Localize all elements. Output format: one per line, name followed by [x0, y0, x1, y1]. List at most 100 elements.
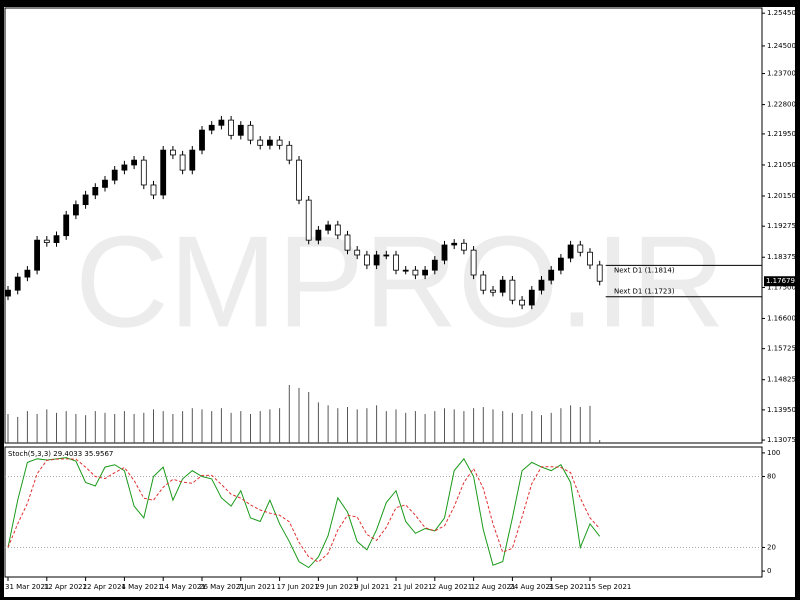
background [4, 7, 795, 597]
candle-body [558, 257, 564, 271]
x-tick-label: 9 Jul 2021 [354, 583, 389, 591]
x-tick-label: 14 May 2021 [160, 583, 206, 591]
x-tick-label: 2 Aug 2021 [432, 583, 472, 591]
candle-body [82, 194, 89, 206]
candle-body [286, 144, 293, 161]
x-tick-label: 24 Aug 2021 [509, 583, 554, 591]
candle-body [14, 276, 21, 291]
x-tick-label: 26 May 2021 [199, 583, 245, 591]
candle-body [121, 164, 128, 171]
x-tick-label: 29 Jun 2021 [315, 583, 357, 591]
candle-body [490, 289, 496, 293]
candle-body [218, 119, 225, 126]
level-label: Next D1 (1.1723) [614, 288, 675, 296]
candle-body [276, 139, 283, 146]
candle-body [373, 254, 380, 266]
candle-body [92, 186, 99, 196]
candle-body [257, 139, 264, 146]
last-price-label: 1.17679 [766, 277, 795, 285]
watermark: CMPRO.IR [75, 208, 725, 354]
candle-body [431, 259, 438, 271]
candle-body [441, 244, 448, 261]
stoch-line [7, 458, 601, 563]
candle-body [470, 249, 477, 276]
y-tick-label: 100 [767, 449, 780, 457]
candle-body [344, 234, 351, 251]
candle-body [150, 184, 157, 196]
candle-body [383, 254, 390, 257]
y-tick-label: 1.23700 [767, 70, 796, 78]
x-tick-label: 15 Sep 2021 [587, 583, 631, 591]
candle-body [296, 159, 302, 201]
y-tick-label: 1.22800 [767, 101, 796, 109]
candle-body [5, 289, 11, 297]
x-tick-label: 4 May 2021 [121, 583, 162, 591]
candle-body [247, 124, 254, 141]
candle-body [509, 279, 516, 301]
y-tick-label: 1.24500 [767, 42, 796, 50]
x-tick-label: 3 Sep 2021 [548, 583, 588, 591]
candle-body [567, 244, 574, 259]
y-tick-label: 80 [767, 473, 776, 481]
candle-body [140, 159, 147, 186]
candle-body [131, 159, 138, 166]
candle-body [548, 269, 555, 281]
y-tick-label: 1.13075 [767, 436, 796, 444]
x-tick-label: 31 Mar 2021 [5, 583, 49, 591]
candle-body [199, 129, 205, 151]
candle-body [451, 242, 458, 246]
y-tick-label: 20 [767, 543, 776, 551]
candle-body [412, 269, 419, 276]
x-tick-label: 7 Jun 2021 [238, 583, 276, 591]
candle-body [325, 224, 332, 231]
y-tick-label: 1.21950 [767, 130, 796, 138]
y-tick-label: 1.19275 [767, 222, 796, 230]
y-tick-label: 1.25450 [767, 9, 796, 17]
candle-body [460, 242, 467, 251]
candle-body [53, 235, 60, 243]
candle-body [480, 274, 487, 291]
x-tick-label: 12 Apr 2021 [44, 583, 87, 591]
candle-body [528, 289, 535, 306]
y-tick-label: 1.15725 [767, 345, 796, 353]
candle-body [189, 149, 196, 171]
y-tick-label: 1.21050 [767, 161, 796, 169]
candle-body [43, 239, 50, 243]
y-tick-label: 1.14825 [767, 376, 796, 384]
y-tick-label: 1.16600 [767, 314, 796, 322]
candle-body [228, 119, 235, 136]
y-tick-label: 1.13950 [767, 406, 796, 414]
stoch-frame [4, 446, 763, 578]
y-tick-label: 1.18375 [767, 253, 796, 261]
candle-body [402, 269, 409, 272]
candle-body [160, 149, 167, 196]
candle-body [334, 224, 341, 236]
x-tick-label: 22 Apr 2021 [83, 583, 126, 591]
candle-body [519, 299, 525, 306]
candle-body [34, 239, 40, 271]
candle-body [577, 244, 584, 253]
y-tick-label: 1.20150 [767, 192, 796, 200]
y-tick-label: 0 [767, 567, 771, 575]
candle-body [393, 254, 399, 271]
candle-body [237, 124, 244, 136]
candle-body [266, 139, 273, 146]
candle-body [538, 279, 545, 291]
stoch-title: Stoch(5,3,3) 29.4033 35.9567 [8, 450, 113, 458]
candle-body [102, 179, 108, 188]
candle-body [363, 254, 370, 266]
candle-body [24, 269, 31, 278]
candle-body [111, 169, 118, 181]
candle-body [208, 124, 215, 131]
candle-body [63, 214, 70, 237]
candle-body [354, 249, 361, 256]
x-tick-label: 12 Aug 2021 [471, 583, 516, 591]
candle-body [315, 229, 322, 241]
candle-body [305, 199, 312, 241]
x-tick-label: 21 Jul 2021 [393, 583, 433, 591]
candle-body [179, 154, 186, 171]
level-label: Next D1 (1.1814) [614, 266, 675, 274]
last-price-tag [764, 276, 796, 287]
